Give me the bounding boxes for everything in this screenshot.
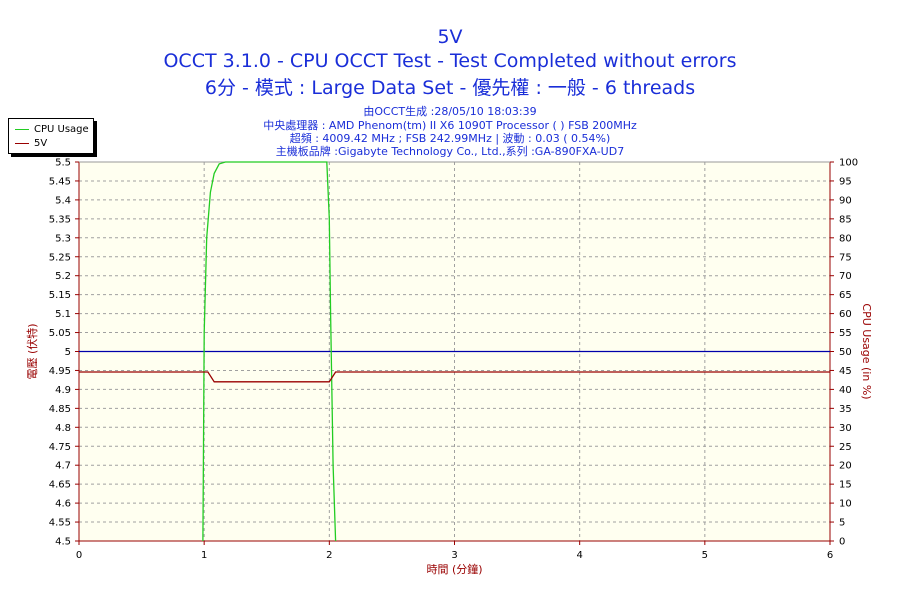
legend-label-5v: 5V — [34, 137, 48, 149]
legend-swatch-cpu-usage — [15, 128, 29, 130]
x-axis-label: 時間 (分鐘) — [426, 562, 482, 576]
y-right-tick-label: 70 — [839, 271, 852, 282]
y-right-tick-label: 90 — [839, 195, 852, 206]
y-left-tick-label: 5.4 — [55, 195, 71, 206]
y-left-tick-label: 5.5 — [55, 158, 71, 169]
y-left-tick-label: 5.2 — [55, 271, 71, 282]
legend-label-cpu-usage: CPU Usage — [34, 123, 89, 135]
x-tick-label: 0 — [76, 550, 82, 561]
x-tick-label: 1 — [201, 550, 207, 561]
y-right-tick-label: 40 — [839, 385, 852, 396]
test-mode-title: 6分 - 模式 : Large Data Set - 優先權 : 一般 - 6 … — [204, 77, 696, 99]
y-right-tick-label: 25 — [839, 442, 852, 453]
y-left-tick-label: 4.9 — [55, 385, 71, 396]
y-left-tick-label: 4.6 — [55, 499, 71, 510]
y-left-tick-label: 5 — [65, 347, 71, 358]
y-left-tick-label: 5.15 — [49, 290, 71, 301]
y-right-tick-label: 65 — [839, 290, 852, 301]
generated-info: 由OCCT生成 :28/05/10 18:03:39 — [363, 105, 537, 118]
y-right-tick-label: 95 — [839, 176, 852, 187]
x-tick-label: 5 — [702, 550, 708, 561]
y-right-tick-label: 5 — [839, 518, 845, 529]
legend-item-cpu-usage: CPU Usage — [15, 122, 89, 136]
processor-info: 中央處理器 : AMD Phenom(tm) II X6 1090T Proce… — [263, 119, 637, 132]
y-left-tick-label: 4.55 — [49, 518, 71, 529]
y-right-tick-label: 35 — [839, 404, 852, 415]
legend-swatch-5v — [15, 142, 29, 144]
y-left-tick-label: 5.1 — [55, 309, 71, 320]
y-left-tick-label: 4.65 — [49, 480, 71, 491]
series-line-cpu-usage — [202, 161, 337, 542]
y-left-tick-label: 5.3 — [55, 233, 71, 244]
y-left-tick-label: 5.35 — [49, 214, 71, 225]
x-tick-label: 3 — [451, 550, 457, 561]
y-left-tick-label: 5.25 — [49, 252, 71, 263]
y-right-tick-label: 45 — [839, 366, 852, 377]
series-line-5v — [79, 371, 830, 383]
y-right-axis-label: CPU Usage (in %) — [860, 303, 873, 399]
y-right-tick-label: 75 — [839, 252, 852, 263]
y-right-tick-label: 80 — [839, 233, 852, 244]
y-left-tick-label: 4.5 — [55, 537, 71, 548]
y-left-tick-label: 4.85 — [49, 404, 71, 415]
y-right-tick-label: 20 — [839, 461, 852, 472]
motherboard-info: 主機板品牌 :Gigabyte Technology Co., Ltd.,系列 … — [275, 145, 625, 158]
y-left-tick-label: 5.45 — [49, 176, 71, 187]
chart-title: 5V — [437, 26, 463, 48]
legend-item-5v: 5V — [15, 136, 47, 150]
y-right-tick-label: 15 — [839, 480, 852, 491]
y-right-tick-label: 10 — [839, 499, 852, 510]
y-right-tick-label: 30 — [839, 423, 852, 434]
x-tick-label: 2 — [326, 550, 332, 561]
y-left-tick-label: 5.05 — [49, 328, 71, 339]
x-tick-label: 4 — [576, 550, 582, 561]
y-left-axis-label: 電壓 (伏特) — [25, 323, 39, 379]
y-right-tick-label: 100 — [839, 158, 858, 169]
y-left-tick-label: 4.8 — [55, 423, 71, 434]
y-left-tick-label: 4.7 — [55, 461, 71, 472]
test-status-title: OCCT 3.1.0 - CPU OCCT Test - Test Comple… — [163, 50, 737, 72]
y-left-tick-label: 4.75 — [49, 442, 71, 453]
y-right-tick-label: 85 — [839, 214, 852, 225]
y-left-tick-label: 4.95 — [49, 366, 71, 377]
x-tick-label: 6 — [827, 550, 833, 561]
y-right-tick-label: 50 — [839, 347, 852, 358]
y-right-tick-label: 0 — [839, 537, 845, 548]
clock-info: 超頻 : 4009.42 MHz ; FSB 242.99MHz | 波動 : … — [289, 132, 611, 145]
y-right-tick-label: 55 — [839, 328, 852, 339]
chart-legend: CPU Usage 5V — [8, 118, 94, 154]
y-right-tick-label: 60 — [839, 309, 852, 320]
